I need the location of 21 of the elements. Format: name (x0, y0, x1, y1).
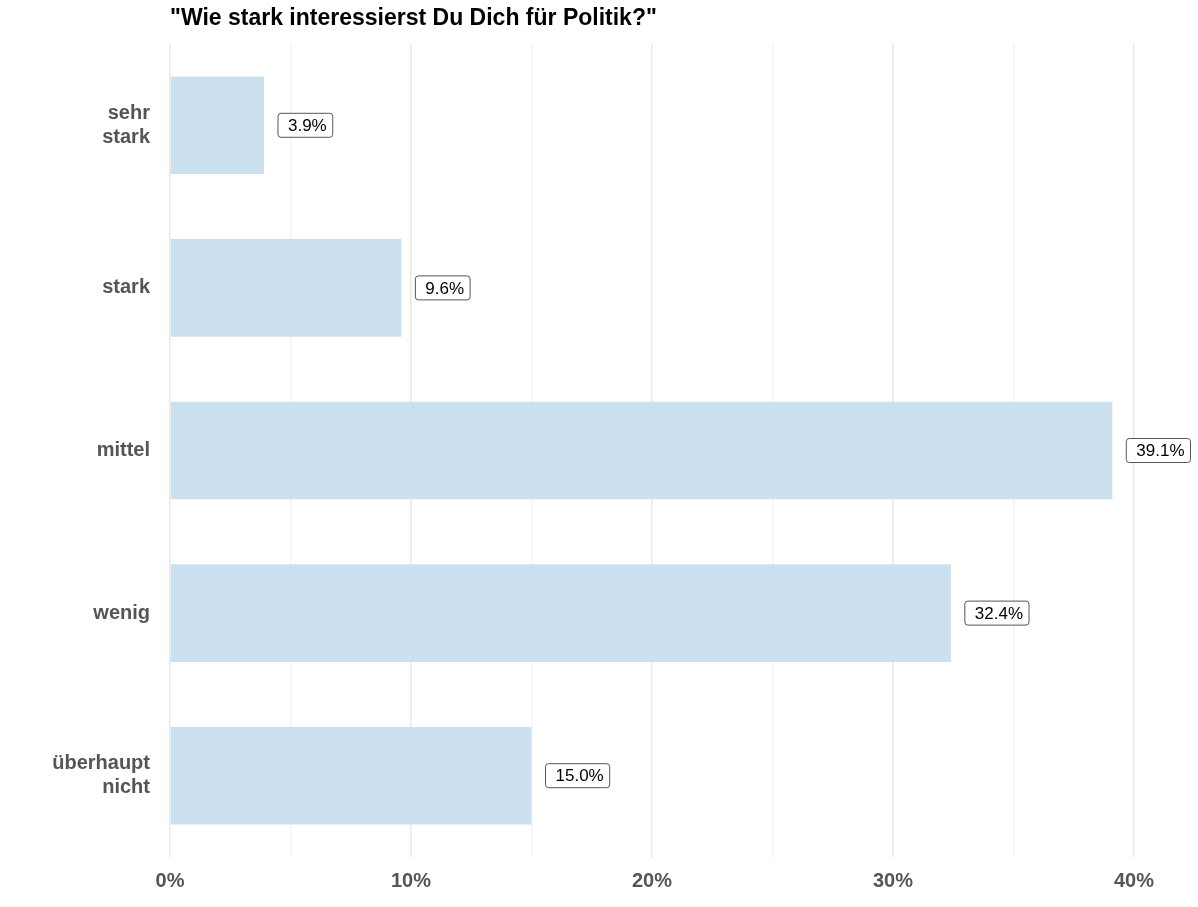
data-label: 9.6% (425, 278, 465, 298)
data-label: 32.4% (974, 603, 1024, 623)
data-label: 3.9% (287, 115, 327, 135)
x-tick-label: 10% (390, 868, 432, 891)
x-tick-label: 30% (872, 868, 914, 891)
y-tick-label: stark (102, 275, 151, 298)
chart-title: "Wie stark interessierst Du Dich für Politik?" (170, 4, 657, 31)
bar (170, 239, 402, 337)
bar (170, 564, 951, 662)
x-tick-label: 20% (631, 868, 673, 891)
y-tick-label: sehr stark (102, 100, 151, 147)
data-label: 39.1% (1136, 441, 1185, 461)
data-label: 15.0% (555, 766, 604, 786)
bar (170, 76, 264, 175)
y-tick-label: überhaupt nicht (52, 751, 151, 798)
y-tick-label: mittel (96, 438, 150, 461)
bar (170, 726, 532, 825)
x-tick-label: 40% (1113, 868, 1155, 891)
y-tick-label: wenig (92, 600, 150, 623)
x-tick-label: 0% (155, 868, 185, 891)
bar (170, 401, 1113, 500)
